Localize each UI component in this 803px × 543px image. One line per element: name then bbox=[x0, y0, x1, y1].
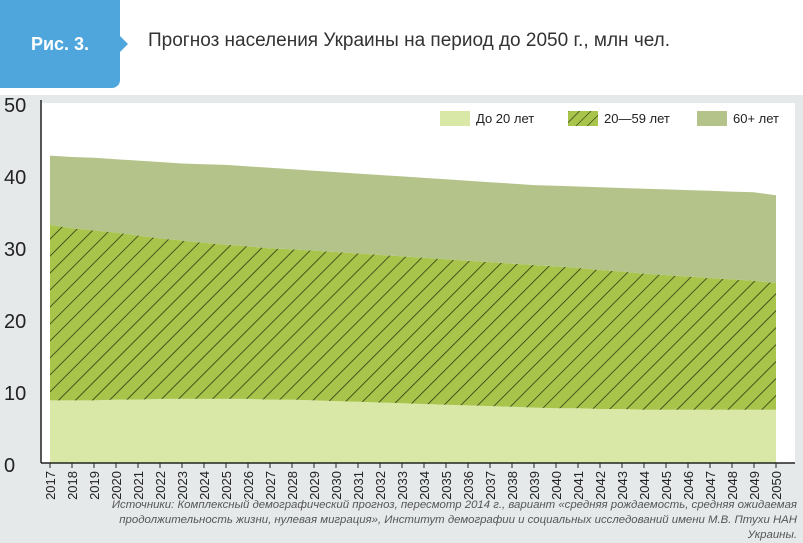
x-tick-label: 2043 bbox=[615, 471, 630, 500]
area-under20 bbox=[50, 398, 776, 463]
y-tick-label: 30 bbox=[4, 239, 26, 261]
x-tick-label: 2020 bbox=[109, 471, 124, 500]
x-tick-label: 2035 bbox=[439, 471, 454, 500]
x-tick-label: 2046 bbox=[681, 471, 696, 500]
y-tick-label: 40 bbox=[4, 167, 26, 189]
x-tick-label: 2029 bbox=[307, 471, 322, 500]
figure-tag-arrow bbox=[120, 36, 128, 52]
figure-title: Прогноз населения Украины на период до 2… bbox=[148, 30, 671, 51]
legend-swatch-under20 bbox=[440, 111, 470, 126]
legend-swatch-age20_59 bbox=[568, 111, 598, 126]
legend-swatch-age60plus bbox=[697, 111, 727, 126]
y-tick-label: 20 bbox=[4, 311, 26, 333]
x-tick-label: 2024 bbox=[197, 471, 212, 500]
y-axis: 0 10 20 30 40 50 bbox=[4, 95, 42, 477]
y-tick-label: 10 bbox=[4, 383, 26, 405]
x-tick-label: 2019 bbox=[87, 471, 102, 500]
legend-label-age20_59: 20—59 лет bbox=[604, 111, 670, 126]
x-tick-label: 2021 bbox=[131, 471, 146, 500]
x-axis: 2017 2018 2019 2020 2021 2022 2023 2024 2025 2026… bbox=[41, 462, 795, 500]
legend-label-under20: До 20 лет bbox=[476, 111, 534, 126]
x-tick-label: 2049 bbox=[747, 471, 762, 500]
legend-label-age60plus: 60+ лет bbox=[733, 111, 779, 126]
x-tick-label: 2044 bbox=[637, 471, 652, 500]
x-tick-label: 2036 bbox=[461, 471, 476, 500]
x-tick-label: 2032 bbox=[373, 471, 388, 500]
x-tick-label: 2045 bbox=[659, 471, 674, 500]
x-tick-label: 2047 bbox=[703, 471, 718, 500]
x-tick-label: 2048 bbox=[725, 471, 740, 500]
x-tick-label: 2027 bbox=[263, 471, 278, 500]
source-note: Источники: Комплексный демографический п… bbox=[111, 499, 797, 541]
x-tick-label: 2028 bbox=[285, 471, 300, 500]
x-tick-label: 2031 bbox=[351, 471, 366, 500]
y-tick-label: 0 bbox=[4, 455, 15, 477]
area-age20_59 bbox=[50, 224, 776, 410]
x-tick-label: 2030 bbox=[329, 471, 344, 500]
x-tick-label: 2022 bbox=[153, 471, 168, 500]
x-tick-label: 2018 bbox=[65, 471, 80, 500]
figure-tag: Рис. 3. bbox=[0, 0, 120, 88]
x-tick-label: 2041 bbox=[571, 471, 586, 500]
x-tick-label: 2033 bbox=[395, 471, 410, 500]
legend: До 20 лет 20—59 лет 60+ лет bbox=[440, 111, 779, 126]
x-tick-label: 2042 bbox=[593, 471, 608, 500]
figure-header: Рис. 3. Прогноз населения Украины на пер… bbox=[0, 0, 803, 95]
y-tick-label: 50 bbox=[4, 95, 26, 117]
area-age60plus bbox=[50, 155, 776, 283]
x-tick-label: 2025 bbox=[219, 471, 234, 500]
x-tick-label: 2050 bbox=[769, 471, 784, 500]
x-tick-label: 2039 bbox=[527, 471, 542, 500]
x-tick-label: 2040 bbox=[549, 471, 564, 500]
x-tick-label: 2037 bbox=[483, 471, 498, 500]
x-tick-label: 2038 bbox=[505, 471, 520, 500]
x-tick-label: 2026 bbox=[241, 471, 256, 500]
x-tick-label: 2034 bbox=[417, 471, 432, 500]
x-tick-label: 2017 bbox=[43, 471, 58, 500]
area-series-group bbox=[50, 155, 776, 463]
x-tick-label: 2023 bbox=[175, 471, 190, 500]
